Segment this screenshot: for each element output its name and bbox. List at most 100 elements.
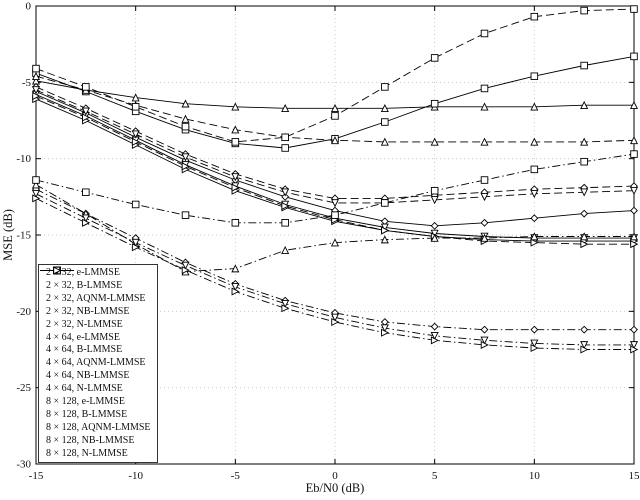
x-axis-label: Eb/N0 (dB) (306, 481, 365, 495)
triangle-right-marker (530, 343, 539, 353)
triangle-up-marker (480, 233, 489, 242)
triangle-up-marker (380, 103, 389, 113)
triangle-up-marker (580, 232, 589, 241)
y-tick-label: -20 (16, 306, 31, 318)
triangle-down-marker (380, 223, 389, 232)
series-4-64-aqnm-lmmse (32, 5, 638, 146)
square-marker (231, 138, 240, 146)
triangle-down-marker (181, 153, 190, 162)
legend-item-label: 8 × 128, NB-LMMSE (46, 434, 135, 446)
series-line (35, 8, 635, 143)
triangle-down-marker (430, 196, 439, 205)
triangle-right-marker (82, 218, 91, 227)
triangle-up-marker (580, 100, 589, 109)
square-marker (82, 188, 90, 197)
square-marker (281, 144, 289, 152)
x-tick-label: -10 (128, 470, 143, 482)
triangle-up-marker (231, 264, 240, 273)
legend-item: 2 × 32, AQNM-LMMSE (40, 266, 151, 305)
diamond-marker (380, 318, 389, 326)
square-marker (480, 84, 489, 93)
legend-item: 2 × 32, B-LMMSE (40, 265, 151, 293)
legend-item: 4 × 64, AQNM-LMMSE (40, 266, 151, 370)
triangle-down-marker (231, 283, 240, 292)
triangle-right-marker (381, 226, 390, 235)
triangle-down-marker (380, 324, 389, 333)
legend-item: 8 × 128, e-LMMSE (40, 266, 151, 409)
triangle-right-marker (381, 328, 390, 337)
square-marker (630, 5, 638, 13)
triangle-down-marker (330, 313, 340, 322)
triangle-down-marker (281, 188, 290, 197)
y-tick-label: -5 (22, 77, 32, 89)
square-marker (430, 54, 439, 62)
triangle-up-marker (629, 136, 639, 145)
triangle-down-marker (480, 336, 489, 345)
triangle-right-marker (181, 266, 190, 275)
triangle-up-marker (181, 114, 190, 123)
triangle-up-marker (480, 102, 489, 111)
triangle-up-marker (231, 125, 240, 134)
legend-item-label: 8 × 128, AQNM-LMMSE (46, 421, 151, 433)
triangle-up-marker (31, 71, 41, 80)
y-tick-label: 0 (26, 1, 32, 13)
square-marker (181, 211, 190, 219)
square-marker (580, 6, 588, 15)
diamond-marker (430, 322, 439, 331)
legend-item: 4 × 64, e-LMMSE (40, 266, 151, 344)
series-8-128-aqnm-lmmse (32, 150, 638, 227)
triangle-right-marker (231, 183, 240, 192)
triangle-right-marker (131, 243, 140, 252)
x-tick-label: 5 (432, 470, 438, 482)
triangle-down-marker (131, 130, 140, 139)
triangle-down-marker (580, 341, 589, 350)
triangle-down-marker (31, 190, 41, 199)
legend-item: 4 × 64, B-LMMSE (40, 265, 151, 357)
triangle-up-marker (330, 238, 340, 247)
diamond-marker (530, 325, 539, 334)
square-marker (131, 200, 140, 209)
triangle-down-marker (530, 190, 539, 199)
square-marker (630, 52, 638, 61)
triangle-right-marker (430, 336, 439, 345)
square-marker (630, 150, 638, 158)
legend-item-label: 4 × 64, e-LMMSE (46, 331, 120, 343)
triangle-down-marker (281, 299, 290, 309)
triangle-right-marker (281, 201, 290, 211)
y-tick-label: -10 (16, 153, 31, 165)
diamond-marker (580, 209, 589, 218)
triangle-up-marker (430, 233, 439, 242)
series-8-128-n-lmmse (32, 194, 639, 354)
triangle-up-marker (530, 102, 539, 111)
series-8-128-nb-lmmse (31, 190, 639, 350)
diamond-marker (530, 214, 539, 223)
triangle-down-marker (131, 238, 140, 247)
square-marker (580, 157, 588, 166)
square-marker (82, 83, 90, 91)
square-marker (131, 103, 140, 111)
triangle-down-marker (629, 341, 639, 350)
diamond-marker (580, 325, 589, 334)
diamond-marker (480, 218, 489, 227)
x-tick-label: 15 (629, 470, 640, 482)
square-marker (331, 112, 339, 120)
legend-item-label: 8 × 128, e-LMMSE (46, 395, 125, 407)
legend-item: 4 × 64, NB-LMMSE (40, 266, 151, 383)
square-marker (381, 118, 389, 126)
triangle-right-marker (580, 240, 589, 249)
square-marker (281, 133, 289, 142)
legend-item: 2 × 32, N-LMMSE (40, 266, 151, 331)
square-marker (430, 186, 439, 195)
triangle-right-marker (480, 340, 489, 349)
square-marker (181, 122, 190, 131)
triangle-up-marker (281, 103, 290, 113)
legend-item-label: 2 × 32, B-LMMSE (46, 279, 123, 291)
triangle-down-marker (31, 86, 41, 95)
triangle-down-marker (231, 173, 240, 182)
x-tick-label: 10 (529, 470, 541, 482)
triangle-up-marker (430, 137, 439, 146)
x-tick-label: 0 (332, 470, 338, 482)
legend-item-label: 2 × 32, N-LMMSE (46, 318, 123, 330)
legend-item: 8 × 128, NB-LMMSE (40, 266, 151, 447)
